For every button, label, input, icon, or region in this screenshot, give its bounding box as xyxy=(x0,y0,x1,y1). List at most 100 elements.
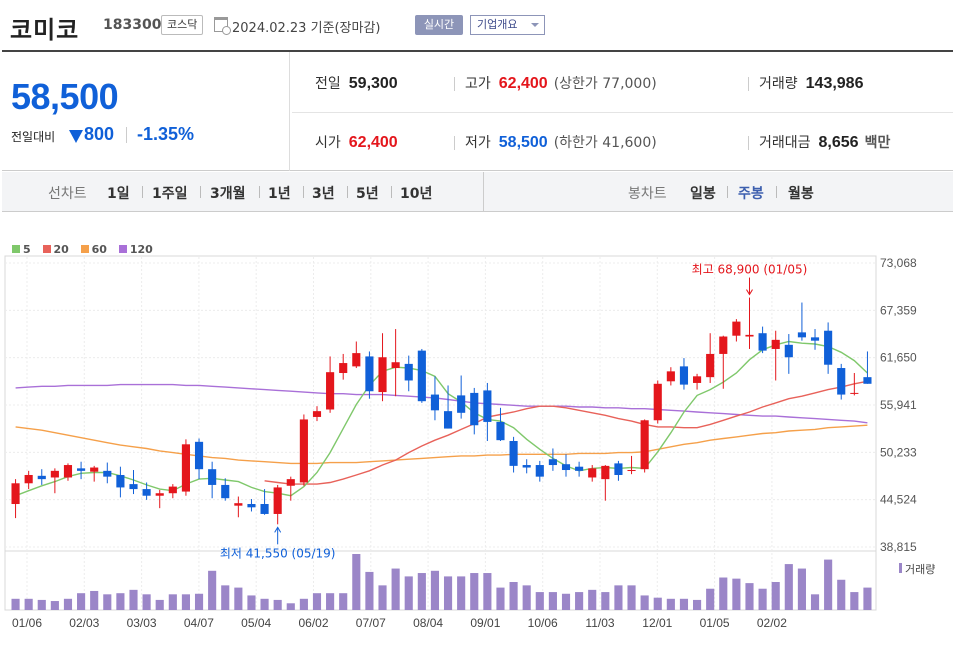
volume-bar xyxy=(11,598,20,610)
low-label: 저가 xyxy=(465,135,491,151)
volume-bar xyxy=(299,598,308,610)
volume-bar xyxy=(496,587,505,610)
legend-ma20: 20 xyxy=(42,243,69,256)
tab-monthly[interactable]: 월봉 xyxy=(788,186,814,202)
volume-bar xyxy=(797,568,806,610)
volume-bar xyxy=(286,603,295,610)
volume-bar xyxy=(588,589,597,610)
tab-group-divider xyxy=(483,172,484,212)
candle-body xyxy=(365,356,374,392)
calendar-clock-icon xyxy=(214,17,231,35)
x-tick-label: 09/01 xyxy=(470,616,500,630)
tab-separator xyxy=(303,186,304,198)
tab-3m[interactable]: 3개월 xyxy=(210,186,246,202)
x-tick-label: 04/07 xyxy=(184,616,214,630)
tab-5y[interactable]: 5년 xyxy=(356,186,379,202)
volume-bar xyxy=(103,594,112,610)
candle-body xyxy=(194,441,204,470)
change-rate: -1.35% xyxy=(137,124,195,144)
tab-separator xyxy=(347,186,348,198)
volume-bar xyxy=(850,592,859,610)
y-tick-label: 44,524 xyxy=(880,493,917,507)
realtime-button[interactable]: 실시간 xyxy=(415,15,463,35)
line-chart-label: 선차트 xyxy=(48,186,87,202)
volume-bar xyxy=(810,594,820,610)
volume-bar xyxy=(824,559,833,610)
candle-body xyxy=(666,371,675,382)
tab-separator xyxy=(142,186,143,198)
volume-cell: 거래량 143,986 xyxy=(759,73,863,93)
tab-weekly[interactable]: 주봉 xyxy=(738,186,764,202)
current-price: 58,500 xyxy=(11,76,119,117)
tab-1y[interactable]: 1년 xyxy=(268,186,291,202)
divider xyxy=(454,136,455,150)
volume-bar xyxy=(771,582,780,610)
candle-body xyxy=(810,337,820,341)
amount-unit: 백만 xyxy=(864,135,891,151)
low-cell: 저가 58,500 (하한가 41,600) xyxy=(465,132,657,152)
candle-body xyxy=(522,465,531,468)
company-overview-dropdown[interactable]: 기업개요 xyxy=(470,15,545,35)
x-tick-label: 10/06 xyxy=(528,616,558,630)
candle-body xyxy=(706,353,715,378)
volume-bar xyxy=(430,570,440,610)
tab-1w[interactable]: 1주일 xyxy=(152,186,188,202)
candle-body xyxy=(63,465,73,478)
volume-bar xyxy=(640,595,649,610)
ma20-line xyxy=(264,380,868,485)
candle-body xyxy=(352,353,361,367)
candle-body xyxy=(693,376,702,383)
candle-body xyxy=(50,470,59,478)
tab-3y[interactable]: 3년 xyxy=(312,186,335,202)
candle-body xyxy=(221,484,230,499)
volume-bar xyxy=(77,593,86,610)
open-cell: 시가 62,400 xyxy=(315,132,398,152)
candle-body xyxy=(588,468,597,478)
change-separator xyxy=(126,127,127,143)
candle-body xyxy=(11,483,20,505)
volume-bar xyxy=(326,593,335,610)
candle-body xyxy=(863,377,872,384)
candle-body xyxy=(561,464,571,471)
candle-body xyxy=(784,344,793,358)
tab-separator xyxy=(200,186,201,198)
candle-body xyxy=(286,479,295,486)
tab-daily[interactable]: 일봉 xyxy=(690,186,716,202)
change-label: 전일대비 xyxy=(11,130,56,144)
volume-bar xyxy=(706,588,715,610)
lower-limit: (하한가 41,600) xyxy=(553,135,657,151)
change-value: 800 xyxy=(84,124,115,144)
volume-label: 거래량 xyxy=(905,563,935,576)
candle-body xyxy=(90,467,99,472)
ma60-line xyxy=(15,424,868,465)
tab-1d[interactable]: 1일 xyxy=(107,186,130,202)
volume-bar xyxy=(260,598,269,610)
candle-body xyxy=(129,484,138,490)
volume-bar xyxy=(483,573,492,610)
volume-bar xyxy=(758,588,767,610)
volume-bar xyxy=(548,592,557,610)
candle-body xyxy=(181,444,190,492)
candle-body xyxy=(575,466,584,471)
x-tick-label: 11/03 xyxy=(585,616,614,630)
volume-bar xyxy=(312,593,322,610)
volume-bar xyxy=(352,554,361,610)
candle-body xyxy=(168,486,177,494)
volume-bar xyxy=(155,599,164,610)
volume-bar xyxy=(732,578,741,610)
tab-10y[interactable]: 10년 xyxy=(400,186,433,202)
candle-chart-label: 봉차트 xyxy=(628,186,667,202)
candlestick-chart: 73,068 67,359 61,650 55,941 50,233 44,524 38,8… xyxy=(4,255,935,630)
legend-ma60: 60 xyxy=(80,243,107,256)
volume-bar xyxy=(457,576,466,610)
candle-body xyxy=(378,357,387,393)
volume-bar xyxy=(666,598,675,610)
candle-body xyxy=(719,336,728,354)
divider xyxy=(748,77,749,91)
volume-bar xyxy=(129,589,138,610)
candle-body xyxy=(771,339,780,349)
candle-body xyxy=(509,440,518,466)
x-tick-label: 05/04 xyxy=(241,616,271,630)
date-text: 2024.02.23 기준(장마감) xyxy=(232,21,381,36)
volume-bar xyxy=(627,585,636,610)
